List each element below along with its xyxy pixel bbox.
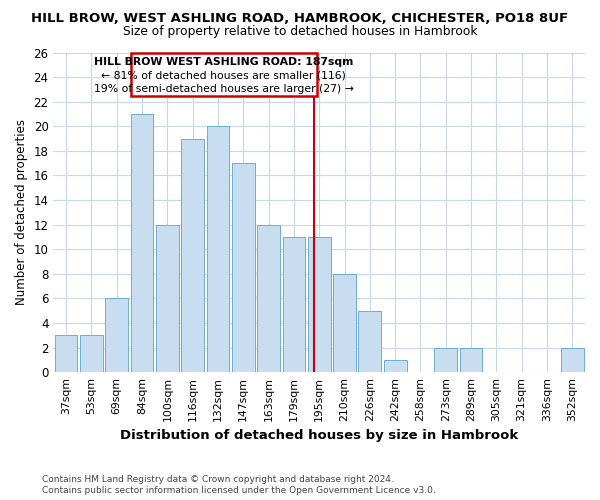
Bar	[561, 348, 584, 372]
Y-axis label: Number of detached properties: Number of detached properties	[15, 120, 28, 306]
Bar	[181, 138, 204, 372]
Text: Contains public sector information licensed under the Open Government Licence v3: Contains public sector information licen…	[42, 486, 436, 495]
Bar	[106, 298, 128, 372]
Bar	[156, 224, 179, 372]
Bar	[308, 237, 331, 372]
Bar	[434, 348, 457, 372]
Text: HILL BROW, WEST ASHLING ROAD, HAMBROOK, CHICHESTER, PO18 8UF: HILL BROW, WEST ASHLING ROAD, HAMBROOK, …	[31, 12, 569, 26]
Bar	[333, 274, 356, 372]
FancyBboxPatch shape	[131, 52, 317, 96]
Bar	[358, 310, 381, 372]
Bar	[460, 348, 482, 372]
Text: ← 81% of detached houses are smaller (116): ← 81% of detached houses are smaller (11…	[101, 71, 346, 81]
Text: Contains HM Land Registry data © Crown copyright and database right 2024.: Contains HM Land Registry data © Crown c…	[42, 475, 394, 484]
Text: Size of property relative to detached houses in Hambrook: Size of property relative to detached ho…	[123, 25, 477, 38]
Bar	[55, 336, 77, 372]
Bar	[232, 163, 254, 372]
Bar	[257, 224, 280, 372]
Bar	[80, 336, 103, 372]
Text: HILL BROW WEST ASHLING ROAD: 187sqm: HILL BROW WEST ASHLING ROAD: 187sqm	[94, 57, 353, 67]
Bar	[384, 360, 407, 372]
Bar	[131, 114, 154, 372]
Bar	[206, 126, 229, 372]
Bar	[283, 237, 305, 372]
X-axis label: Distribution of detached houses by size in Hambrook: Distribution of detached houses by size …	[120, 430, 518, 442]
Text: 19% of semi-detached houses are larger (27) →: 19% of semi-detached houses are larger (…	[94, 84, 353, 94]
